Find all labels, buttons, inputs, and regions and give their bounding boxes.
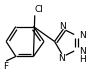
Text: F: F [4, 62, 9, 71]
Text: N: N [79, 47, 86, 56]
Text: N: N [58, 54, 65, 63]
Text: Cl: Cl [35, 5, 44, 14]
Text: H: H [79, 55, 86, 64]
Text: N: N [60, 22, 66, 31]
Text: N: N [79, 31, 86, 40]
